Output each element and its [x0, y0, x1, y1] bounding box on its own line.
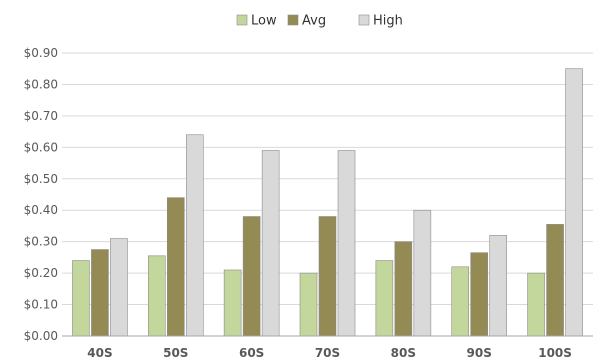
x-tick-label: 80S: [391, 346, 416, 360]
bar-high-50s: [185, 134, 204, 337]
y-tick-label: $0.50: [24, 172, 58, 186]
y-tick-label: $0.00: [24, 329, 58, 343]
bar-avg-80s: [394, 241, 413, 337]
bar-high-40s: [110, 238, 128, 337]
bar-avg-100s: [546, 224, 564, 337]
y-tick-label: $0.10: [24, 298, 58, 312]
legend-label-avg: Avg: [302, 14, 326, 29]
y-tick-label: $0.20: [24, 266, 58, 280]
bar-avg-40s: [91, 249, 109, 337]
legend-label-low: Low: [251, 14, 277, 29]
bar-low-80s: [375, 260, 394, 337]
bar-avg-50s: [166, 197, 185, 337]
bar-avg-70s: [318, 216, 337, 337]
bar-avg-60s: [242, 216, 261, 337]
x-tick-label: 60S: [239, 346, 264, 360]
y-tick-label: $0.60: [24, 140, 58, 154]
x-tick-label: 100S: [538, 346, 572, 360]
legend-swatch-low: [236, 14, 248, 26]
x-tick-label: 90S: [467, 346, 492, 360]
y-tick-label: $0.30: [24, 235, 58, 249]
bar-low-90s: [451, 266, 470, 337]
legend-label-high: High: [373, 14, 403, 29]
y-tick-label: $0.90: [24, 46, 58, 60]
bar-high-60s: [261, 150, 280, 337]
y-axis: $0.00 $0.10 $0.20 $0.30 $0.40 $0.50 $0.60 $0.70…: [24, 46, 58, 343]
bar-low-100s: [527, 272, 545, 337]
bar-low-70s: [299, 272, 318, 337]
bar-low-50s: [147, 255, 166, 337]
legend-swatch-high: [358, 14, 370, 26]
bar-high-80s: [413, 209, 432, 337]
x-tick-label: 50S: [163, 346, 188, 360]
legend: Low Avg High: [236, 14, 403, 29]
x-tick-label: 70S: [315, 346, 340, 360]
legend-swatch-avg: [287, 14, 299, 26]
x-tick-label: 40S: [87, 346, 112, 360]
y-tick-label: $0.70: [24, 109, 58, 123]
bar-high-70s: [337, 150, 356, 337]
bar-high-100s: [565, 68, 583, 337]
bar-high-90s: [489, 235, 508, 337]
y-tick-label: $0.40: [24, 203, 58, 217]
bars: [72, 68, 583, 337]
y-tick-label: $0.80: [24, 77, 58, 91]
bar-low-60s: [223, 269, 242, 337]
x-axis: 40S 50S 60S 70S 80S 90S 100S: [62, 335, 593, 360]
bar-low-40s: [72, 260, 90, 337]
bar-avg-90s: [470, 252, 489, 337]
